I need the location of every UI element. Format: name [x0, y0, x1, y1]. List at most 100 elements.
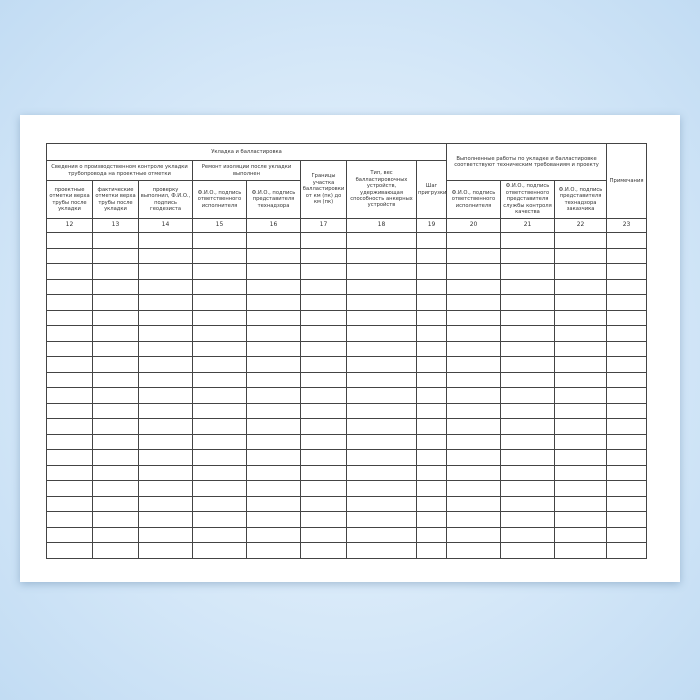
empty-cell[interactable]: [246, 542, 301, 559]
empty-cell[interactable]: [446, 480, 502, 497]
empty-cell[interactable]: [446, 294, 502, 311]
empty-cell[interactable]: [92, 278, 139, 295]
empty-cell[interactable]: [46, 542, 93, 559]
empty-cell[interactable]: [500, 542, 556, 559]
empty-cell[interactable]: [138, 356, 193, 373]
empty-cell[interactable]: [246, 356, 301, 373]
empty-cell[interactable]: [246, 511, 301, 528]
empty-cell[interactable]: [446, 232, 502, 249]
empty-cell[interactable]: [92, 480, 139, 497]
empty-cell[interactable]: [46, 526, 93, 543]
empty-cell[interactable]: [500, 418, 556, 435]
empty-cell[interactable]: [500, 247, 556, 264]
empty-cell[interactable]: [346, 449, 417, 466]
empty-cell[interactable]: [346, 356, 417, 373]
empty-cell[interactable]: [246, 526, 301, 543]
empty-cell[interactable]: [192, 340, 247, 357]
empty-cell[interactable]: [446, 542, 502, 559]
empty-cell[interactable]: [46, 480, 93, 497]
empty-cell[interactable]: [554, 433, 608, 450]
empty-cell[interactable]: [138, 480, 193, 497]
empty-cell[interactable]: [446, 402, 502, 419]
empty-cell[interactable]: [46, 433, 93, 450]
empty-cell[interactable]: [138, 309, 193, 326]
empty-cell[interactable]: [346, 263, 417, 280]
empty-cell[interactable]: [46, 387, 93, 404]
empty-cell[interactable]: [446, 325, 502, 342]
empty-cell[interactable]: [92, 464, 139, 481]
empty-cell[interactable]: [606, 387, 648, 404]
empty-cell[interactable]: [415, 232, 448, 249]
empty-cell[interactable]: [415, 294, 448, 311]
empty-cell[interactable]: [246, 294, 301, 311]
empty-cell[interactable]: [346, 309, 417, 326]
empty-cell[interactable]: [554, 340, 608, 357]
empty-cell[interactable]: [606, 542, 648, 559]
empty-cell[interactable]: [192, 356, 247, 373]
empty-cell[interactable]: [300, 325, 347, 342]
empty-cell[interactable]: [138, 542, 193, 559]
empty-cell[interactable]: [554, 495, 608, 512]
empty-cell[interactable]: [554, 449, 608, 466]
empty-cell[interactable]: [606, 526, 648, 543]
empty-cell[interactable]: [246, 340, 301, 357]
empty-cell[interactable]: [500, 371, 556, 388]
empty-cell[interactable]: [192, 464, 247, 481]
empty-cell[interactable]: [246, 464, 301, 481]
empty-cell[interactable]: [500, 526, 556, 543]
empty-cell[interactable]: [300, 495, 347, 512]
empty-cell[interactable]: [46, 371, 93, 388]
empty-cell[interactable]: [554, 371, 608, 388]
empty-cell[interactable]: [500, 402, 556, 419]
empty-cell[interactable]: [346, 402, 417, 419]
empty-cell[interactable]: [554, 356, 608, 373]
empty-cell[interactable]: [92, 232, 139, 249]
empty-cell[interactable]: [554, 464, 608, 481]
empty-cell[interactable]: [192, 526, 247, 543]
empty-cell[interactable]: [554, 480, 608, 497]
empty-cell[interactable]: [415, 449, 448, 466]
empty-cell[interactable]: [606, 356, 648, 373]
empty-cell[interactable]: [92, 371, 139, 388]
empty-cell[interactable]: [300, 480, 347, 497]
empty-cell[interactable]: [246, 387, 301, 404]
empty-cell[interactable]: [346, 495, 417, 512]
empty-cell[interactable]: [192, 247, 247, 264]
empty-cell[interactable]: [346, 464, 417, 481]
empty-cell[interactable]: [446, 356, 502, 373]
empty-cell[interactable]: [192, 278, 247, 295]
empty-cell[interactable]: [138, 325, 193, 342]
empty-cell[interactable]: [192, 294, 247, 311]
empty-cell[interactable]: [346, 371, 417, 388]
empty-cell[interactable]: [446, 387, 502, 404]
empty-cell[interactable]: [554, 325, 608, 342]
empty-cell[interactable]: [300, 356, 347, 373]
empty-cell[interactable]: [446, 371, 502, 388]
empty-cell[interactable]: [246, 247, 301, 264]
empty-cell[interactable]: [415, 309, 448, 326]
empty-cell[interactable]: [446, 278, 502, 295]
empty-cell[interactable]: [46, 232, 93, 249]
empty-cell[interactable]: [606, 371, 648, 388]
empty-cell[interactable]: [346, 387, 417, 404]
empty-cell[interactable]: [554, 294, 608, 311]
empty-cell[interactable]: [554, 278, 608, 295]
empty-cell[interactable]: [606, 449, 648, 466]
empty-cell[interactable]: [415, 542, 448, 559]
empty-cell[interactable]: [300, 511, 347, 528]
empty-cell[interactable]: [415, 433, 448, 450]
empty-cell[interactable]: [192, 433, 247, 450]
empty-cell[interactable]: [92, 542, 139, 559]
empty-cell[interactable]: [92, 294, 139, 311]
empty-cell[interactable]: [300, 278, 347, 295]
empty-cell[interactable]: [300, 309, 347, 326]
empty-cell[interactable]: [92, 495, 139, 512]
empty-cell[interactable]: [500, 340, 556, 357]
empty-cell[interactable]: [300, 433, 347, 450]
empty-cell[interactable]: [554, 247, 608, 264]
empty-cell[interactable]: [606, 325, 648, 342]
empty-cell[interactable]: [346, 542, 417, 559]
empty-cell[interactable]: [300, 402, 347, 419]
empty-cell[interactable]: [346, 526, 417, 543]
empty-cell[interactable]: [415, 464, 448, 481]
